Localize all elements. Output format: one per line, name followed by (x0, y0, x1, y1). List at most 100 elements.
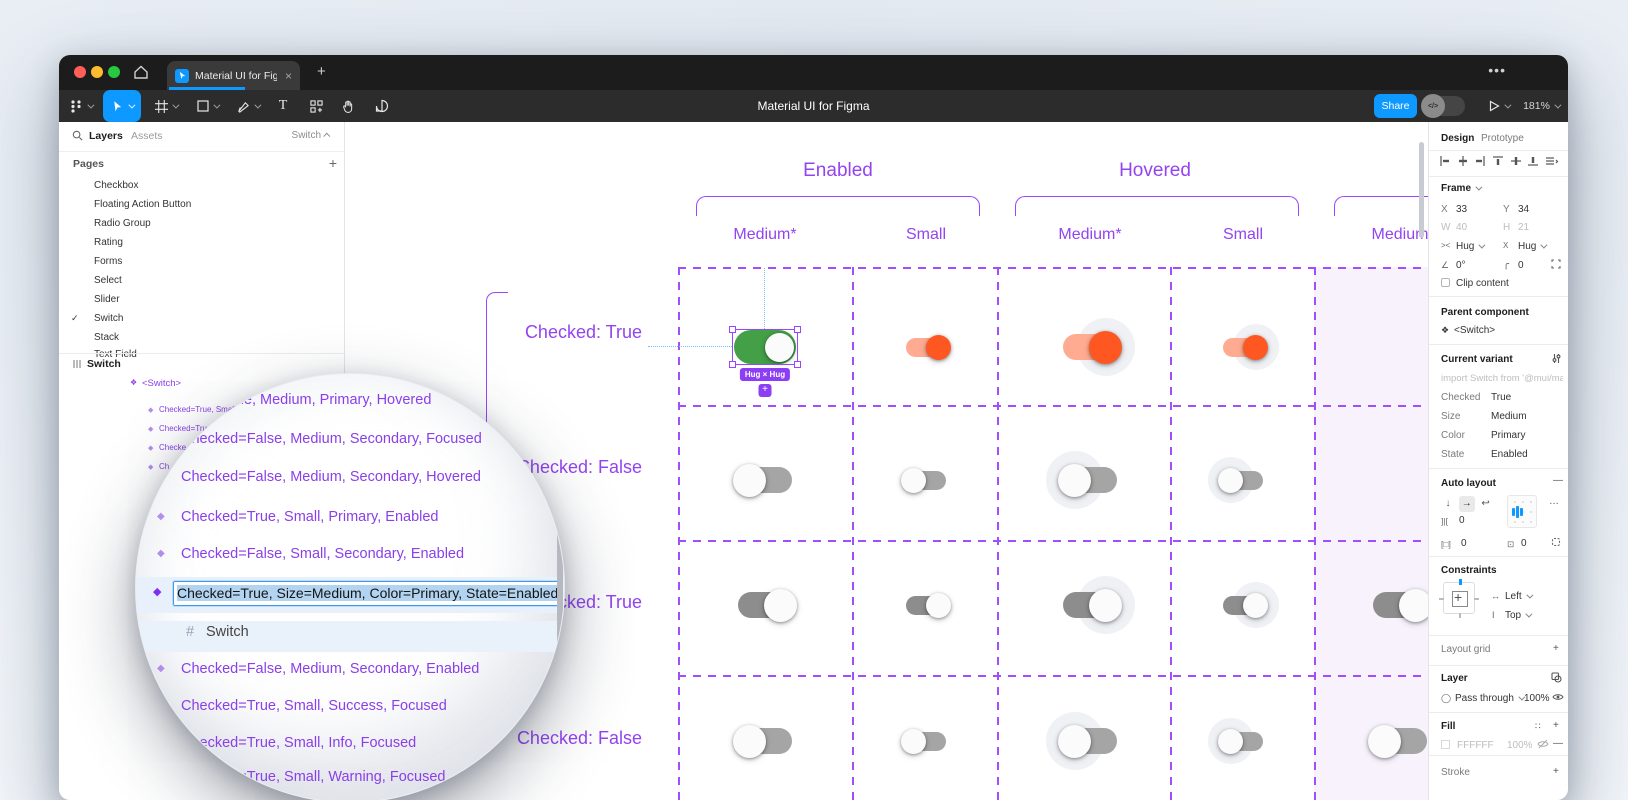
switch-off-small-grey[interactable] (891, 460, 961, 500)
layer-row[interactable]: ◆ Checked=False, Medium, Secondary, Focus… (157, 431, 482, 447)
switch-on-small-orange[interactable] (1208, 324, 1279, 370)
y-value[interactable]: 34 (1518, 204, 1530, 215)
align-v-center-icon[interactable] (1510, 155, 1522, 167)
gap-value[interactable]: 0 (1459, 515, 1465, 526)
switch-off-small-grey[interactable] (1207, 718, 1278, 764)
zoom-menu[interactable]: 181% (1517, 90, 1565, 122)
switch-on-small-orange[interactable] (891, 327, 961, 367)
add-variant-button[interactable]: + (758, 384, 772, 397)
file-tab[interactable]: Material UI for Figma × (167, 61, 300, 90)
tab-layers[interactable]: Layers (89, 130, 123, 142)
parent-component-name[interactable]: <Switch> (1454, 325, 1496, 336)
auto-layout-align-box[interactable] (1507, 495, 1537, 528)
frame-tool[interactable] (149, 90, 183, 122)
fill-swatch[interactable] (1441, 740, 1450, 751)
hand-tool[interactable] (335, 90, 361, 122)
layer-row[interactable]: ◆ Checked=Tru (59, 422, 344, 441)
switch-off-small-grey[interactable] (891, 721, 961, 761)
comment-tool[interactable] (369, 90, 395, 122)
actions-tool[interactable] (303, 90, 329, 122)
align-right-icon[interactable] (1474, 155, 1486, 167)
corner-radius-value[interactable]: 0 (1518, 260, 1524, 271)
layer-row[interactable]: ◆ Checked=True, Small, Warning, Focused (157, 769, 445, 785)
layers-filter[interactable]: Switch (292, 130, 331, 141)
resize-handle[interactable] (729, 326, 736, 333)
remove-auto-layout-button[interactable]: — (1553, 475, 1563, 486)
constraints-widget[interactable]: + (1439, 579, 1479, 618)
fill-styles-icon[interactable]: ∷ (1535, 721, 1541, 731)
close-window-button[interactable] (74, 66, 86, 78)
home-icon[interactable] (132, 63, 150, 81)
switch-on-small-grey[interactable] (891, 585, 961, 625)
search-icon[interactable] (72, 130, 83, 141)
layer-row[interactable]: ◆ Checked=True, Small, Primary, Enabled (157, 509, 438, 525)
selection-box[interactable] (729, 326, 801, 368)
align-top-icon[interactable] (1492, 155, 1504, 167)
add-fill-button[interactable]: + (1553, 720, 1559, 731)
resize-handle[interactable] (794, 361, 801, 368)
switch-on-medium-grey[interactable] (730, 585, 800, 625)
share-button[interactable]: Share (1374, 94, 1417, 118)
direction-vertical-icon[interactable]: ↓ (1445, 498, 1451, 509)
independent-corners-icon[interactable] (1551, 259, 1561, 269)
current-page-row[interactable]: Switch (59, 354, 344, 376)
shape-tool[interactable] (190, 90, 224, 122)
layer-label[interactable]: Switch (206, 624, 249, 640)
fill-hidden-eye-icon[interactable] (1537, 739, 1549, 749)
switch-on-medium-grey[interactable] (1365, 585, 1428, 625)
direction-horizontal-icon[interactable]: → (1458, 496, 1475, 512)
switch-on-medium-grey[interactable] (1055, 576, 1135, 634)
frame-section-header[interactable]: Frame (1441, 183, 1483, 194)
align-bottom-icon[interactable] (1527, 155, 1539, 167)
pen-tool[interactable] (231, 90, 265, 122)
layer-row[interactable]: Checked=True, Medium, Primary, Hovered (157, 392, 431, 408)
sidebar-page-forms[interactable]: Forms (59, 253, 344, 272)
layer-row[interactable]: ◆ Checked=False, Small, Secondary, Enable… (157, 546, 464, 562)
layer-visibility-eye-icon[interactable] (1552, 692, 1564, 702)
switch-off-medium-grey[interactable] (730, 460, 800, 500)
tab-prototype[interactable]: Prototype (1481, 133, 1524, 144)
tab-assets[interactable]: Assets (131, 130, 163, 142)
layer-row[interactable]: ◆ Checke (59, 441, 344, 460)
switch-off-small-grey[interactable] (1207, 457, 1278, 503)
switch-off-medium-grey[interactable] (730, 721, 800, 761)
sidebar-page-text-field[interactable]: Text Field (59, 346, 344, 365)
variant-prop-value[interactable]: True (1491, 392, 1512, 403)
move-tool[interactable] (103, 90, 141, 122)
clip-content-checkbox[interactable] (1441, 278, 1450, 287)
hug-width-value[interactable]: Hug (1456, 241, 1486, 252)
sidebar-page-slider[interactable]: Slider (59, 291, 344, 310)
switch-on-small-grey[interactable] (1208, 582, 1279, 628)
layer-row[interactable]: ◆ Checked=False, Medium, Secondary, Enabl… (157, 661, 479, 677)
layer-row[interactable]: ◆ Checked=True, Small, P (59, 403, 344, 422)
vertical-constraint-value[interactable]: Top (1505, 610, 1533, 621)
sidebar-page-checkbox[interactable]: Checkbox (59, 177, 344, 196)
main-menu-icon[interactable] (65, 90, 95, 122)
layer-opacity[interactable]: 100% (1524, 693, 1550, 704)
individual-padding-icon[interactable] (1551, 537, 1561, 547)
sidebar-page-switch[interactable]: ✓ Switch (59, 310, 344, 329)
sidebar-page-select[interactable]: Select (59, 272, 344, 291)
fill-opacity[interactable]: 100% (1507, 740, 1533, 751)
blend-mode-value[interactable]: Pass through (1455, 693, 1526, 704)
switch-off-medium-grey[interactable] (1365, 721, 1428, 761)
direction-wrap-icon[interactable]: ↩ (1481, 498, 1490, 509)
auto-layout-more-icon[interactable]: … (1549, 496, 1560, 507)
layers-scrollbar[interactable] (557, 504, 563, 644)
switch-off-medium-grey[interactable] (1045, 451, 1125, 509)
layer-rename-input[interactable]: Checked=True, Size=Medium, Color=Primary… (172, 580, 560, 607)
layer-row[interactable]: ◆ Ch (59, 460, 344, 479)
layer-row[interactable]: ◆ Checked=True, Small, Success, Focused (157, 698, 447, 714)
hovered-layer-row[interactable] (136, 621, 564, 652)
add-page-button[interactable]: + (328, 155, 337, 171)
switch-on-medium-green[interactable] (730, 327, 800, 367)
zoom-window-button[interactable] (108, 66, 120, 78)
new-tab-button[interactable]: + (317, 63, 326, 80)
layer-row[interactable]: ◆ Checked=True, Small, Info, Focused (157, 735, 416, 751)
padding-h-value[interactable]: 0 (1461, 538, 1467, 549)
layer-mask-icon[interactable] (1551, 672, 1562, 683)
sidebar-page-floating-action-button[interactable]: Floating Action Button (59, 196, 344, 215)
align-h-center-icon[interactable] (1457, 155, 1469, 167)
hug-height-value[interactable]: Hug (1518, 241, 1548, 252)
align-left-icon[interactable] (1439, 155, 1451, 167)
